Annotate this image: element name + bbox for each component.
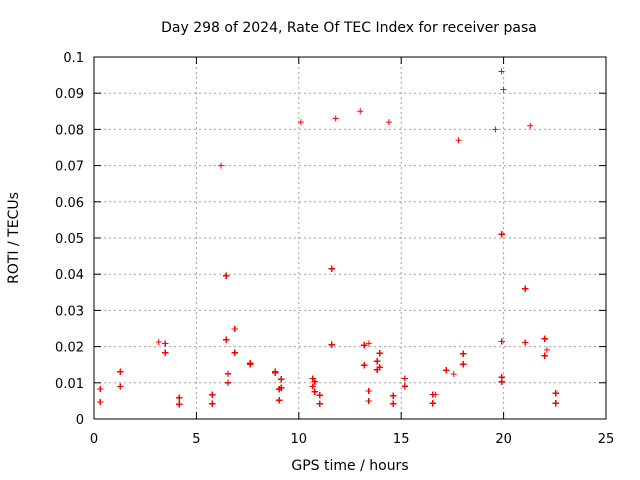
tick-marks: [93, 56, 607, 420]
data-point: [311, 378, 318, 385]
y-tick-label: 0.08: [55, 123, 84, 138]
data-point: [374, 358, 381, 365]
data-point: [209, 400, 216, 407]
data-point: [276, 397, 283, 404]
data-point: [217, 162, 224, 169]
data-point: [541, 352, 548, 359]
data-point: [390, 400, 397, 407]
data-point: [176, 401, 183, 408]
data-point: [332, 115, 339, 122]
x-tick-label: 15: [393, 432, 410, 447]
data-point: [162, 340, 169, 347]
data-point: [357, 108, 364, 115]
y-tick-labels: 0 0.01 0.02 0.03 0.04 0.05 0.06 0.07 0.08 0.09 0.1: [55, 51, 84, 428]
data-point: [374, 366, 381, 373]
x-tick-label: 20: [495, 432, 512, 447]
data-point: [543, 346, 550, 353]
data-point: [361, 362, 368, 369]
data-point: [552, 390, 559, 397]
data-point: [97, 385, 104, 392]
y-tick-label: 0.04: [55, 268, 84, 283]
data-point: [309, 375, 316, 382]
y-tick-label: 0.06: [55, 196, 84, 211]
data-point: [460, 361, 467, 368]
data-point: [176, 394, 183, 401]
data-point: [209, 391, 216, 398]
data-point: [225, 370, 231, 377]
x-tick-label: 5: [192, 432, 200, 447]
data-point: [492, 126, 499, 133]
y-tick-label: 0.09: [55, 87, 84, 102]
data-point: [455, 137, 462, 144]
data-point: [522, 339, 529, 346]
data-point: [365, 398, 372, 405]
gridlines: [94, 57, 606, 419]
data-point: [365, 388, 372, 395]
data-point: [460, 350, 467, 357]
x-tick-label: 25: [598, 432, 615, 447]
data-point: [309, 383, 316, 390]
x-tick-label: 10: [291, 432, 308, 447]
data-point: [390, 392, 397, 399]
data-point: [247, 361, 254, 368]
data-point: [401, 383, 408, 390]
data-point: [429, 391, 436, 398]
data-point: [498, 68, 505, 75]
y-tick-label: 0.01: [55, 377, 84, 392]
data-point: [117, 383, 124, 390]
data-point: [527, 122, 534, 129]
data-point: [498, 374, 505, 381]
data-point: [541, 335, 548, 342]
data-point: [361, 342, 368, 349]
y-tick-label: 0.02: [55, 341, 84, 356]
data-point: [223, 272, 230, 279]
data-point: [328, 341, 335, 348]
data-point: [498, 338, 505, 345]
data-point: [223, 336, 230, 343]
data-point: [311, 388, 318, 395]
y-tick-label: 0.1: [63, 51, 84, 66]
y-tick-label: 0.07: [55, 160, 84, 175]
data-point: [316, 400, 323, 407]
data-point: [498, 231, 505, 238]
data-point: [500, 86, 507, 93]
data-point: [231, 325, 238, 332]
x-tick-labels: 0 5 10 15 20 25: [90, 432, 614, 447]
data-point: [117, 368, 124, 375]
data-point: [278, 376, 285, 383]
data-point: [155, 338, 162, 345]
y-tick-label: 0.03: [55, 304, 84, 319]
data-point: [231, 349, 238, 356]
data-point: [328, 265, 335, 272]
data-point: [365, 340, 372, 347]
data-point: [401, 375, 408, 382]
data-point: [97, 398, 104, 405]
x-axis-title: GPS time / hours: [291, 458, 408, 474]
data-point: [162, 349, 169, 356]
data-point: [276, 386, 283, 393]
x-tick-label: 0: [90, 432, 98, 447]
data-point: [297, 119, 304, 126]
y-tick-label: 0.05: [55, 232, 84, 247]
data-point: [552, 400, 559, 407]
data-point: [429, 400, 436, 407]
data-point: [272, 368, 279, 375]
data-point: [443, 367, 450, 374]
y-tick-label: 0: [76, 413, 84, 428]
chart-title: Day 298 of 2024, Rate Of TEC Index for r…: [161, 20, 537, 36]
data-point: [376, 350, 383, 357]
data-point: [316, 392, 323, 399]
data-point: [522, 285, 529, 292]
data-points: [97, 68, 559, 408]
data-point: [450, 371, 457, 378]
data-point: [385, 119, 392, 126]
data-point: [225, 379, 231, 386]
y-axis-title: ROTI / TECUs: [6, 192, 22, 284]
